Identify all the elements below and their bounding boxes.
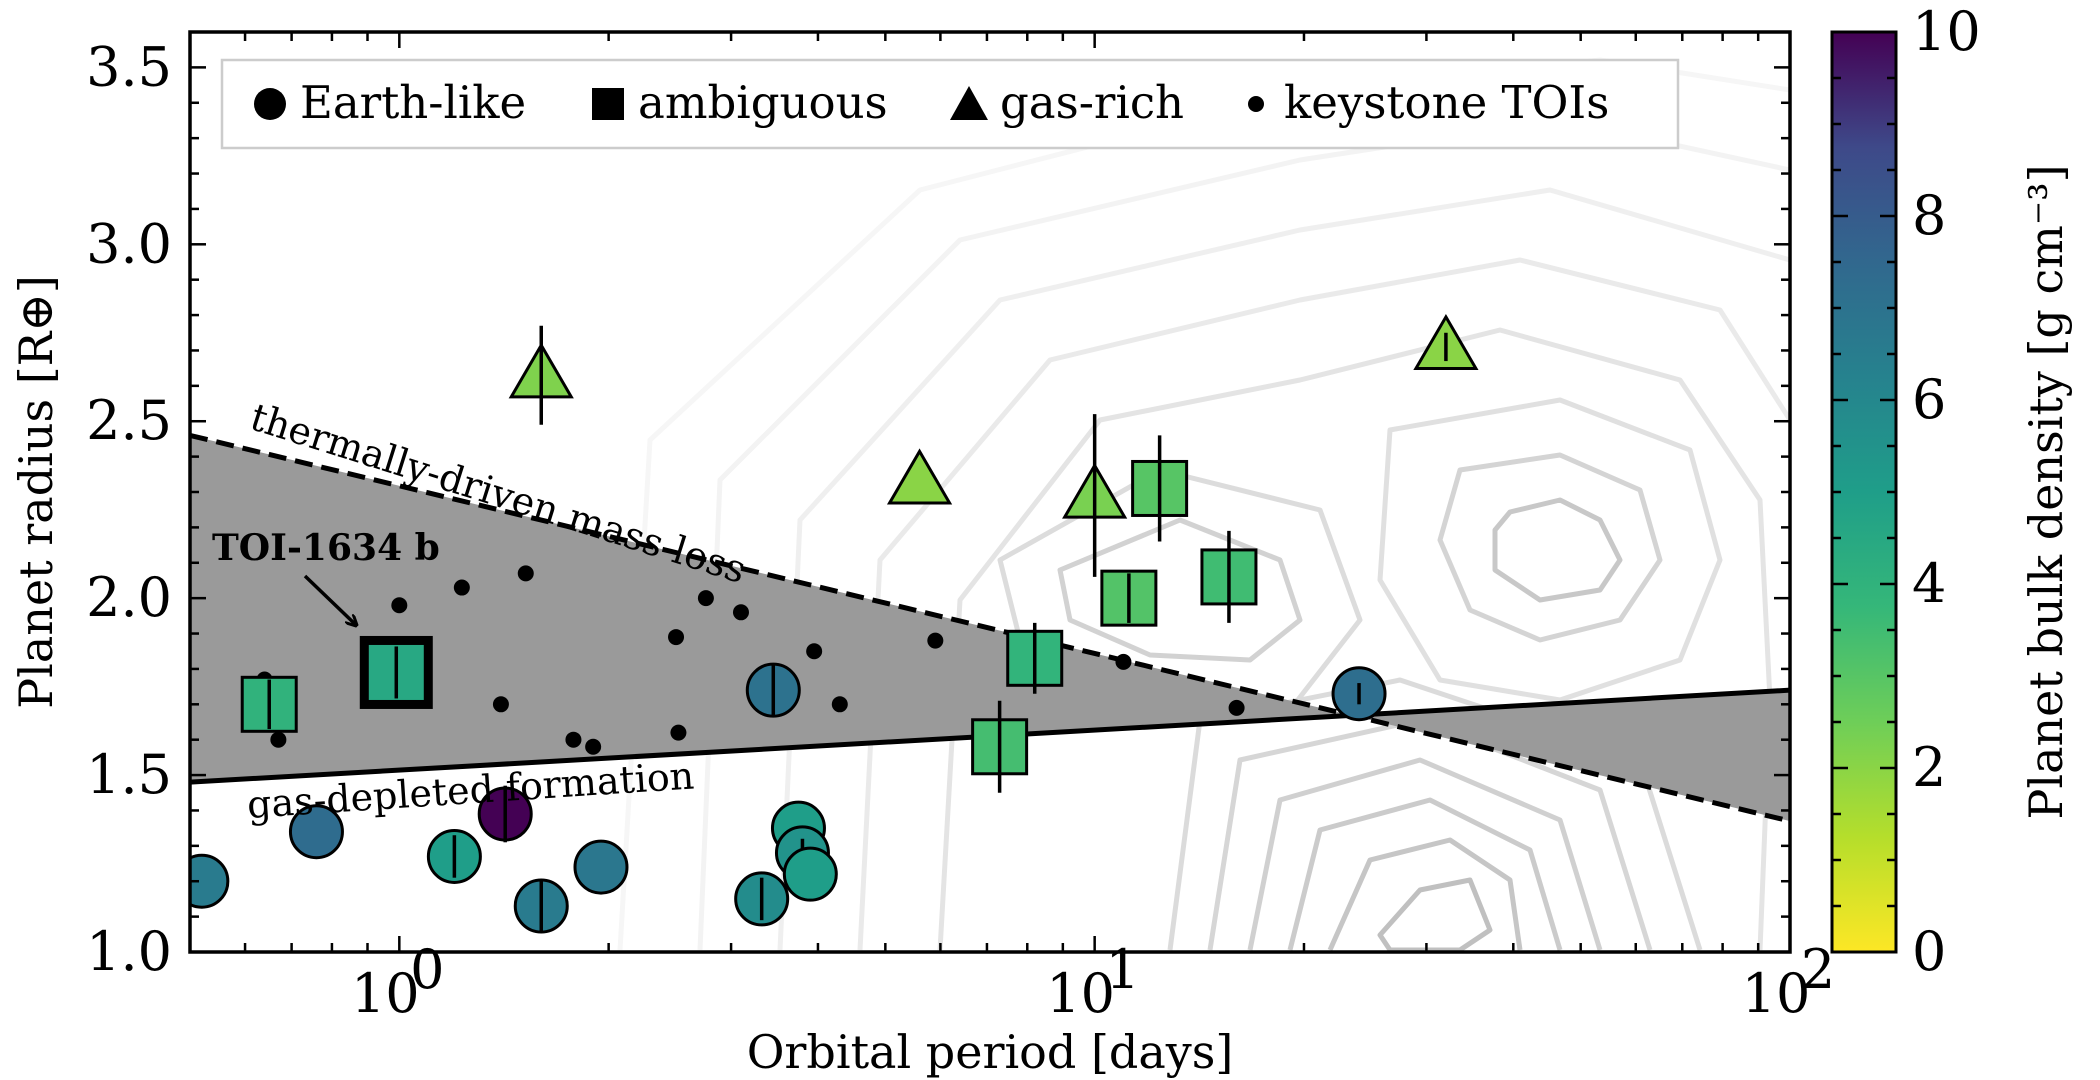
- keystone-toi-point: [492, 696, 509, 713]
- highlight-arrow: [303, 574, 356, 625]
- colorbar-tick-label: 0: [1912, 920, 1946, 983]
- square-marker-icon: [592, 88, 624, 120]
- keystone-toi-point: [670, 724, 687, 741]
- highlight-label: TOI-1634 b: [212, 527, 440, 569]
- gas-rich-point: [886, 448, 953, 505]
- keystone-toi-point: [453, 579, 470, 596]
- colorbar-tick-label: 8: [1912, 184, 1946, 247]
- keystone-toi-point: [585, 738, 602, 755]
- keystone-toi-point: [831, 696, 848, 713]
- circle-marker-icon: [254, 88, 286, 120]
- x-tick-exponent: 1: [1105, 938, 1139, 1001]
- keystone-toi-point: [697, 590, 714, 607]
- y-tick-label: 1.0: [86, 920, 172, 983]
- x-axis-title: Orbital period [days]: [747, 1025, 1234, 1079]
- earth-like-point: [190, 853, 230, 909]
- x-tick-exponent: 0: [410, 938, 444, 1001]
- legend-label: Earth-like: [300, 76, 526, 129]
- keystone-toi-point: [1115, 653, 1132, 670]
- y-axis-title: Planet radius [R⊕]: [9, 275, 63, 709]
- keystone-toi-point: [517, 565, 534, 582]
- colorbar: 0 2 4 6 8 10 Planet bulk density [g cm⁻³]: [1830, 0, 2073, 983]
- keystone-toi-point: [391, 597, 408, 614]
- colorbar-tick-label: 2: [1912, 736, 1946, 799]
- colorbar-tick-label: 6: [1912, 368, 1946, 431]
- legend-item-earth-like: Earth-like: [254, 76, 526, 129]
- earth-like-point: [288, 804, 344, 860]
- colorbar-ticks: 0 2 4 6 8 10: [1832, 0, 1981, 983]
- x-tick-label: 10: [351, 962, 420, 1025]
- colorbar-title: Planet bulk density [g cm⁻³]: [2019, 164, 2073, 819]
- x-tick-label: 10: [1742, 962, 1811, 1025]
- legend-label: ambiguous: [638, 76, 888, 129]
- legend-label: keystone TOIs: [1284, 76, 1609, 129]
- colorbar-tick-label: 10: [1912, 0, 1981, 63]
- y-tick-label: 2.5: [86, 389, 172, 452]
- legend-label: gas-rich: [1000, 76, 1184, 129]
- colorbar-gradient: [1830, 30, 1898, 954]
- x-tick-label: 10: [1046, 962, 1115, 1025]
- earth-like-point: [782, 846, 838, 902]
- y-tick-label: 1.5: [86, 743, 172, 806]
- keystone-toi-point: [270, 731, 287, 748]
- x-tick-exponent: 2: [1801, 938, 1835, 1001]
- y-tick-label: 2.0: [86, 566, 172, 629]
- legend-item-ambiguous: ambiguous: [592, 76, 888, 129]
- x-axis: 100 101 102: [188, 32, 1835, 1025]
- mass-loss-line: [190, 432, 1790, 824]
- keystone-toi-points: [256, 565, 1245, 755]
- y-axis: 1.0 1.5 2.0 2.5 3.0 3.5: [86, 30, 1790, 983]
- colorbar-tick-label: 4: [1912, 552, 1946, 615]
- y-tick-label: 3.5: [86, 35, 172, 98]
- triangle-marker-icon: [950, 86, 988, 120]
- earth-like-point: [573, 839, 629, 895]
- legend-item-keystone-tois: keystone TOIs: [1248, 76, 1609, 129]
- legend-item-gas-rich: gas-rich: [950, 76, 1184, 129]
- keystone-toi-point: [927, 632, 944, 649]
- planet-markers: [190, 313, 1479, 934]
- keystone-toi-point: [732, 604, 749, 621]
- keystone-toi-point: [1228, 699, 1245, 716]
- keystone-toi-point: [565, 731, 582, 748]
- keystone-toi-point: [668, 629, 685, 646]
- small-dot-marker-icon: [1248, 96, 1264, 112]
- y-tick-label: 3.0: [86, 212, 172, 275]
- keystone-toi-point: [806, 643, 823, 660]
- legend: Earth-like ambiguous gas-rich keystone T…: [220, 58, 1680, 150]
- legend-box: [220, 58, 1680, 150]
